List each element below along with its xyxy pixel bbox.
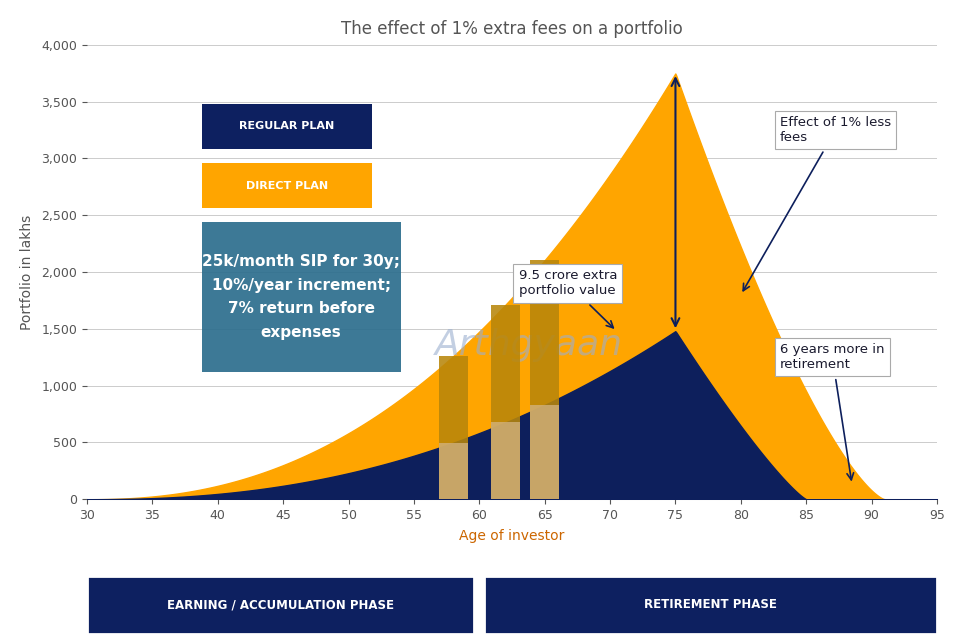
Text: RETIREMENT PHASE: RETIREMENT PHASE [644, 598, 777, 611]
Bar [491, 422, 520, 499]
X-axis label: Age of investor: Age of investor [459, 529, 565, 543]
FancyBboxPatch shape [202, 104, 372, 149]
Title: The effect of 1% extra fees on a portfolio: The effect of 1% extra fees on a portfol… [341, 20, 683, 38]
Y-axis label: Portfolio in lakhs: Portfolio in lakhs [20, 214, 35, 330]
Bar [439, 443, 468, 499]
Text: REGULAR PLAN: REGULAR PLAN [239, 121, 334, 131]
Bar [491, 305, 520, 499]
Text: Effect of 1% less
fees: Effect of 1% less fees [743, 116, 892, 291]
Text: 6 years more in
retirement: 6 years more in retirement [781, 343, 885, 480]
Text: 25k/month SIP for 30y;
10%/year increment;
7% return before
expenses: 25k/month SIP for 30y; 10%/year incremen… [202, 254, 400, 340]
Bar [530, 405, 559, 499]
Text: EARNING / ACCUMULATION PHASE: EARNING / ACCUMULATION PHASE [167, 598, 394, 611]
Bar [530, 260, 559, 499]
Text: Arthgyaan: Arthgyaan [435, 328, 623, 362]
FancyBboxPatch shape [202, 163, 372, 209]
Bar [439, 356, 468, 499]
Text: 9.5 crore extra
portfolio value: 9.5 crore extra portfolio value [519, 269, 617, 328]
FancyBboxPatch shape [202, 222, 402, 372]
Text: DIRECT PLAN: DIRECT PLAN [245, 180, 327, 191]
